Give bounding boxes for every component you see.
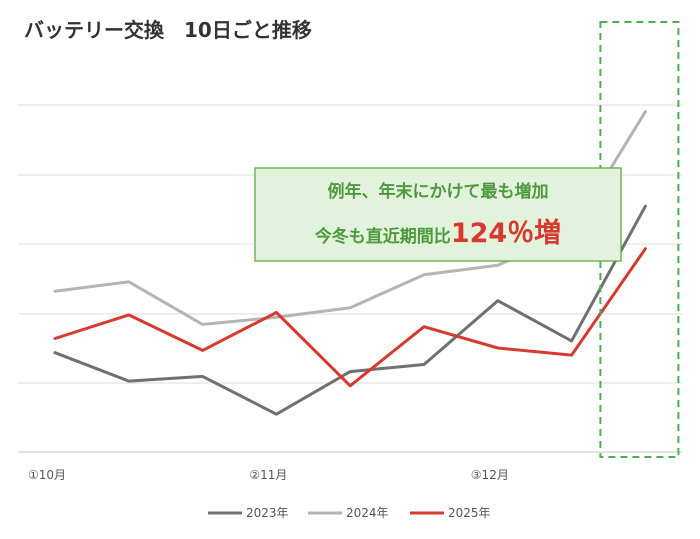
chart-title: バッテリー交換 10日ごと推移	[24, 18, 312, 42]
legend: 2023年 2024年 2025年	[208, 506, 491, 520]
callout-line2: 今冬も直近期間比124％増	[315, 217, 561, 249]
legend-label: 2025年	[448, 506, 491, 520]
series-lines	[53, 110, 647, 416]
legend-label: 2023年	[246, 506, 289, 520]
callout-line2-prefix: 今冬も直近期間比	[315, 226, 451, 247]
legend-item-2024年: 2024年	[308, 506, 389, 520]
gridlines	[18, 104, 682, 453]
callout-line1: 例年、年末にかけて最も増加	[328, 181, 549, 202]
series-line-2023年	[53, 204, 647, 416]
x-tick-label: ①10月	[28, 468, 66, 482]
callout-box: 例年、年末にかけて最も増加 今冬も直近期間比124％増	[254, 167, 622, 262]
callout-line2-value: 124％増	[451, 217, 561, 249]
x-tick-label: ③12月	[471, 468, 509, 482]
legend-item-2023年: 2023年	[208, 506, 289, 520]
series-line-2025年	[53, 247, 647, 388]
legend-item-2025年: 2025年	[410, 506, 491, 520]
x-axis-ticks: ①10月 ②11月 ③12月	[28, 468, 509, 482]
x-tick-label: ②11月	[249, 468, 287, 482]
legend-label: 2024年	[346, 506, 389, 520]
